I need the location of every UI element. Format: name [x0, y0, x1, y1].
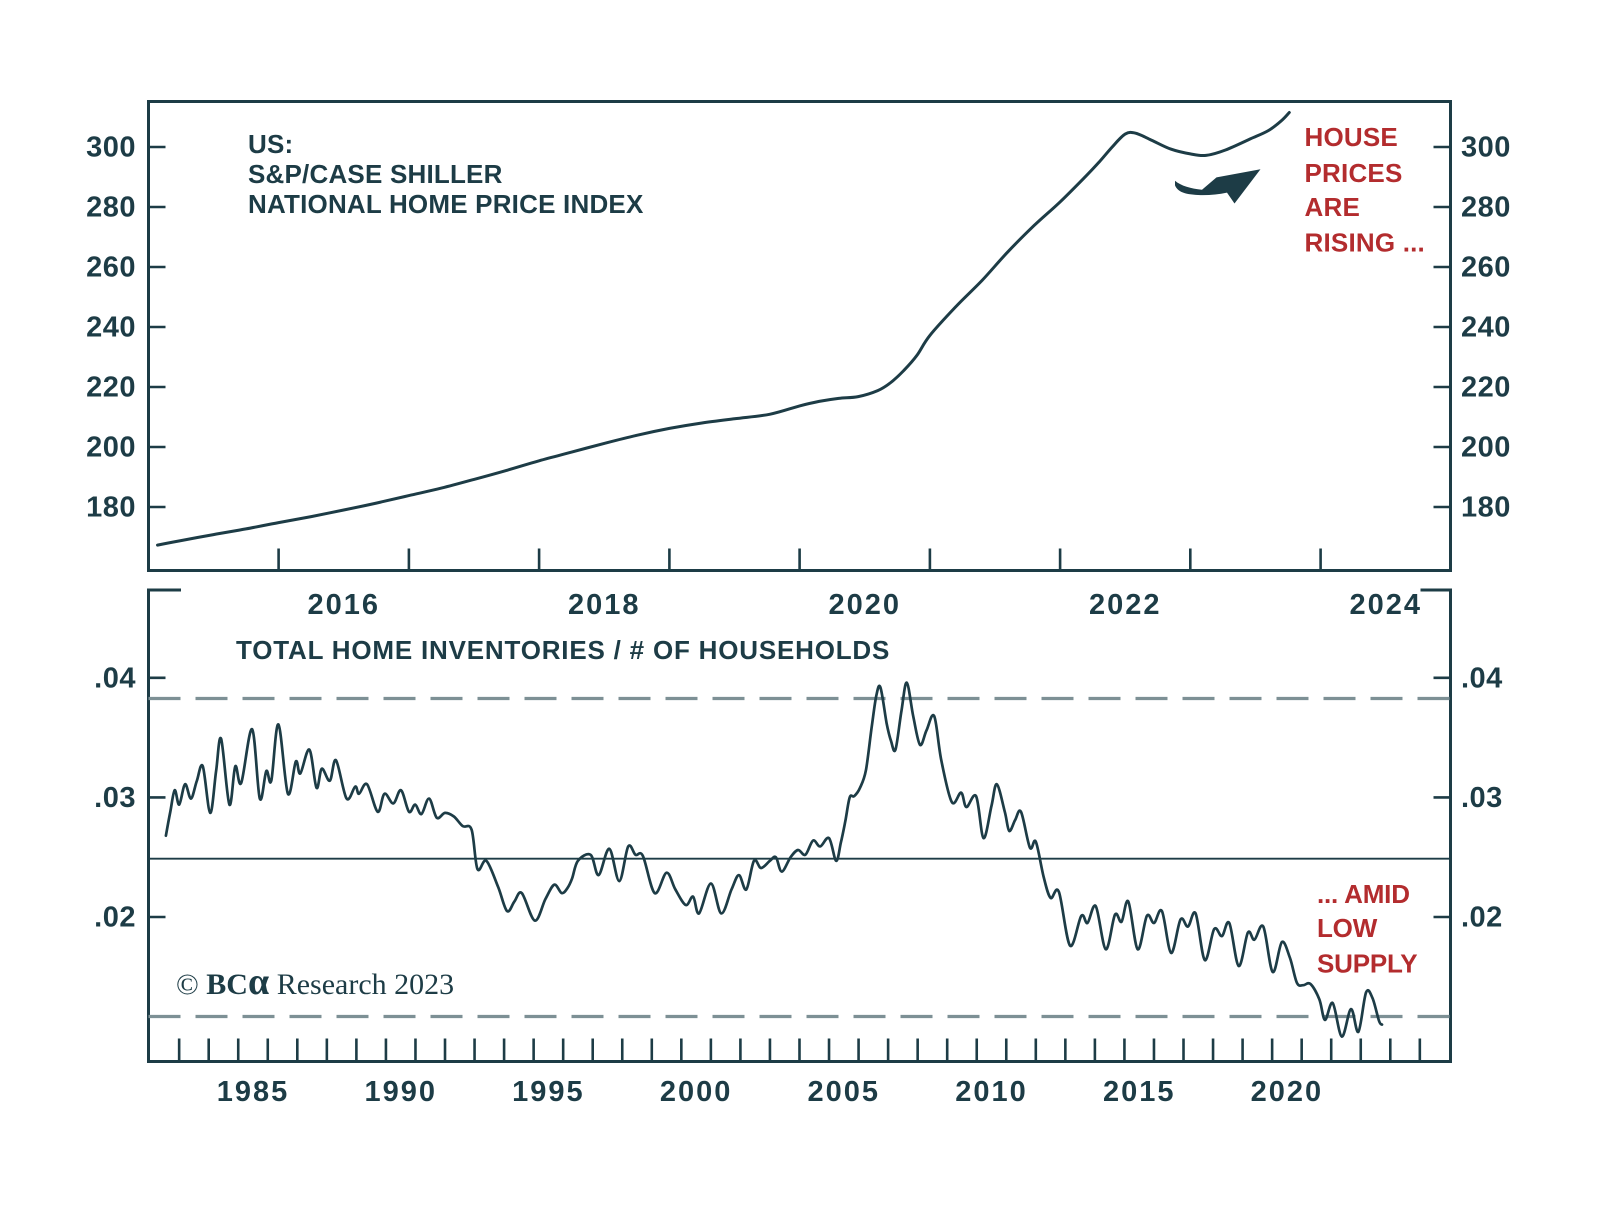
svg-text:2016: 2016 — [308, 589, 381, 621]
svg-text:260: 260 — [1461, 252, 1511, 284]
svg-text:180: 180 — [1461, 492, 1511, 524]
svg-text:.03: .03 — [1461, 782, 1503, 814]
svg-text:200: 200 — [86, 432, 136, 464]
svg-text:SUPPLY: SUPPLY — [1317, 949, 1417, 979]
svg-text:.02: .02 — [94, 902, 136, 934]
svg-text:260: 260 — [86, 252, 136, 284]
svg-text:220: 220 — [86, 372, 136, 404]
svg-text:RISING ...: RISING ... — [1305, 228, 1425, 258]
svg-text:ARE: ARE — [1305, 192, 1361, 222]
svg-text:.04: .04 — [1461, 662, 1503, 694]
svg-text:... AMID: ... AMID — [1317, 879, 1410, 909]
svg-text:2000: 2000 — [660, 1076, 733, 1108]
svg-text:280: 280 — [86, 192, 136, 224]
svg-text:1985: 1985 — [217, 1076, 290, 1108]
svg-text:.02: .02 — [1461, 902, 1503, 934]
svg-text:1990: 1990 — [364, 1076, 437, 1108]
svg-text:2015: 2015 — [1103, 1076, 1176, 1108]
svg-text:2022: 2022 — [1089, 589, 1162, 621]
svg-text:S&P/CASE SHILLER: S&P/CASE SHILLER — [248, 159, 503, 189]
svg-text:2020: 2020 — [829, 589, 902, 621]
svg-text:300: 300 — [1461, 132, 1511, 164]
svg-text:2018: 2018 — [568, 589, 641, 621]
svg-text:2005: 2005 — [808, 1076, 881, 1108]
svg-text:240: 240 — [86, 312, 136, 344]
svg-text:LOW: LOW — [1317, 913, 1378, 943]
svg-text:PRICES: PRICES — [1305, 158, 1403, 188]
svg-text:280: 280 — [1461, 192, 1511, 224]
svg-text:180: 180 — [86, 492, 136, 524]
svg-text:1995: 1995 — [512, 1076, 585, 1108]
svg-text:.04: .04 — [94, 662, 136, 694]
svg-text:TOTAL HOME INVENTORIES / # OF: TOTAL HOME INVENTORIES / # OF HOUSEHOLDS — [236, 635, 890, 665]
svg-text:220: 220 — [1461, 372, 1511, 404]
svg-text:HOUSE: HOUSE — [1305, 122, 1398, 152]
svg-text:200: 200 — [1461, 432, 1511, 464]
svg-text:2010: 2010 — [955, 1076, 1028, 1108]
svg-text:240: 240 — [1461, 312, 1511, 344]
svg-text:.03: .03 — [94, 782, 136, 814]
svg-text:2020: 2020 — [1251, 1076, 1324, 1108]
svg-text:2024: 2024 — [1350, 589, 1423, 621]
svg-text:© BCα Research 2023: © BCα Research 2023 — [176, 961, 454, 1003]
svg-text:NATIONAL HOME PRICE INDEX: NATIONAL HOME PRICE INDEX — [248, 189, 644, 219]
svg-text:300: 300 — [86, 132, 136, 164]
svg-text:US:: US: — [248, 129, 293, 159]
